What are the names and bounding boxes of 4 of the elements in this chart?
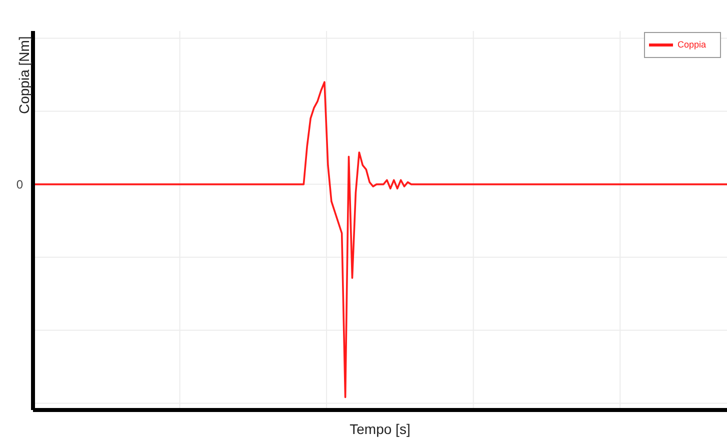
y-axis-title: Coppia [Nm] — [16, 36, 32, 114]
x-axis-title: Tempo [s] — [350, 421, 410, 437]
legend-label: Coppia — [677, 39, 706, 50]
ref-line-label: 0 — [16, 178, 24, 192]
